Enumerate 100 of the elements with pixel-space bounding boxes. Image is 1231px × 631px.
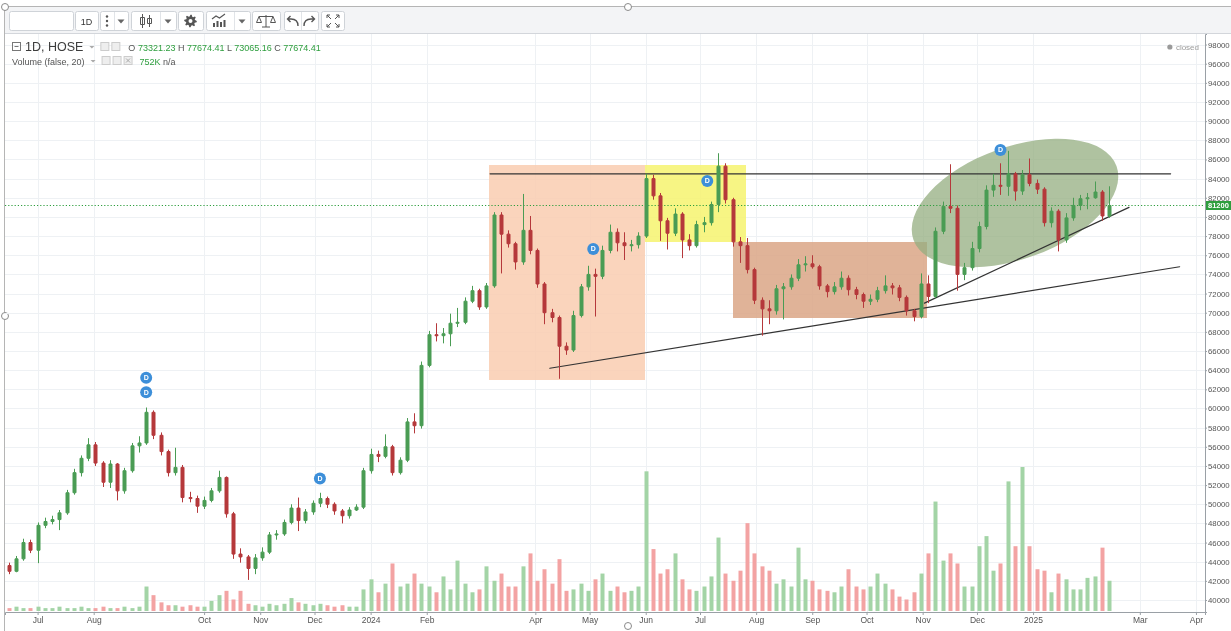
bar	[803, 579, 808, 611]
bar	[7, 608, 12, 611]
candlestick	[506, 229, 511, 249]
bar	[1093, 576, 1098, 611]
candlestick	[622, 231, 627, 261]
candlestick	[716, 152, 721, 213]
candlestick	[1020, 169, 1025, 196]
candlestick	[861, 292, 866, 309]
annotation: closed	[1175, 43, 1199, 52]
candlestick	[890, 282, 895, 296]
x-tick-label: Dec	[969, 615, 986, 626]
candlestick	[658, 192, 663, 242]
bar	[398, 586, 403, 611]
candlestick	[267, 531, 272, 555]
candlestick	[289, 503, 294, 525]
bar	[998, 563, 1003, 611]
candlestick	[948, 163, 953, 214]
candlestick	[629, 239, 634, 252]
bar	[752, 553, 757, 611]
candlestick	[101, 460, 106, 488]
candlestick	[1071, 197, 1076, 222]
bar	[238, 590, 243, 611]
bar	[781, 579, 786, 611]
candlestick	[868, 294, 873, 306]
x-tick-label: Oct	[860, 615, 875, 626]
bar	[484, 566, 489, 611]
candlestick	[962, 262, 967, 281]
bar	[680, 579, 685, 611]
candlestick	[14, 555, 19, 573]
candlestick	[188, 491, 193, 503]
bar	[14, 606, 19, 611]
candlestick	[318, 492, 323, 508]
bar	[600, 573, 605, 611]
bar	[731, 580, 736, 611]
candlestick	[1027, 158, 1032, 187]
candlestick	[760, 296, 765, 337]
bar	[477, 589, 482, 611]
candlestick	[875, 286, 880, 303]
candlestick	[325, 496, 330, 509]
candlestick	[781, 282, 786, 320]
bar	[513, 586, 518, 611]
bar	[868, 586, 873, 611]
bar	[260, 606, 265, 611]
bar	[137, 606, 142, 611]
bar	[325, 605, 330, 611]
bar	[1049, 592, 1054, 611]
candlestick	[159, 431, 164, 456]
x-tick-label: Apr	[529, 615, 543, 626]
bar	[846, 569, 851, 611]
bar	[709, 576, 714, 611]
candlestick	[484, 282, 489, 310]
x-tick-label: Jul	[32, 615, 44, 626]
bar	[43, 608, 48, 611]
candlestick	[361, 467, 366, 510]
bar	[760, 566, 765, 611]
x-tick-label: Apr	[1189, 615, 1204, 626]
bar	[745, 523, 750, 611]
bar	[296, 602, 301, 611]
bar	[673, 553, 678, 611]
bar	[101, 606, 106, 611]
candlestick	[796, 258, 801, 282]
bar	[332, 606, 337, 611]
candlestick	[217, 470, 222, 494]
bar	[224, 590, 229, 611]
candlestick	[817, 264, 822, 291]
bar	[687, 589, 692, 611]
bar	[550, 583, 555, 611]
bar	[151, 595, 156, 611]
candlestick	[209, 487, 214, 503]
candlestick	[665, 217, 670, 250]
candlestick	[122, 467, 127, 495]
candlestick	[1049, 206, 1054, 228]
bar	[557, 559, 562, 611]
x-tick-label: Mar	[1133, 615, 1148, 626]
bar	[579, 583, 584, 611]
candlestick	[369, 448, 374, 475]
candlestick	[673, 207, 678, 237]
bar	[419, 583, 424, 611]
candlestick	[260, 546, 265, 562]
bar	[318, 603, 323, 611]
candlestick	[1006, 150, 1011, 197]
bar	[282, 603, 287, 611]
bar	[195, 606, 200, 611]
bar	[615, 586, 620, 611]
bar	[209, 600, 214, 611]
bar	[962, 586, 967, 611]
candlestick	[615, 227, 620, 252]
bar	[1013, 546, 1018, 611]
bar	[897, 596, 902, 611]
x-tick-label: Dec	[307, 615, 324, 626]
candlestick	[43, 517, 48, 529]
bar	[28, 608, 33, 611]
candlestick	[398, 456, 403, 476]
candlestick	[499, 211, 504, 274]
candlestick	[1093, 180, 1098, 200]
bar	[65, 608, 70, 611]
candlestick	[57, 509, 62, 531]
x-tick-label: 2025	[1024, 615, 1044, 626]
candlestick	[1085, 192, 1090, 210]
bar	[1071, 589, 1076, 611]
